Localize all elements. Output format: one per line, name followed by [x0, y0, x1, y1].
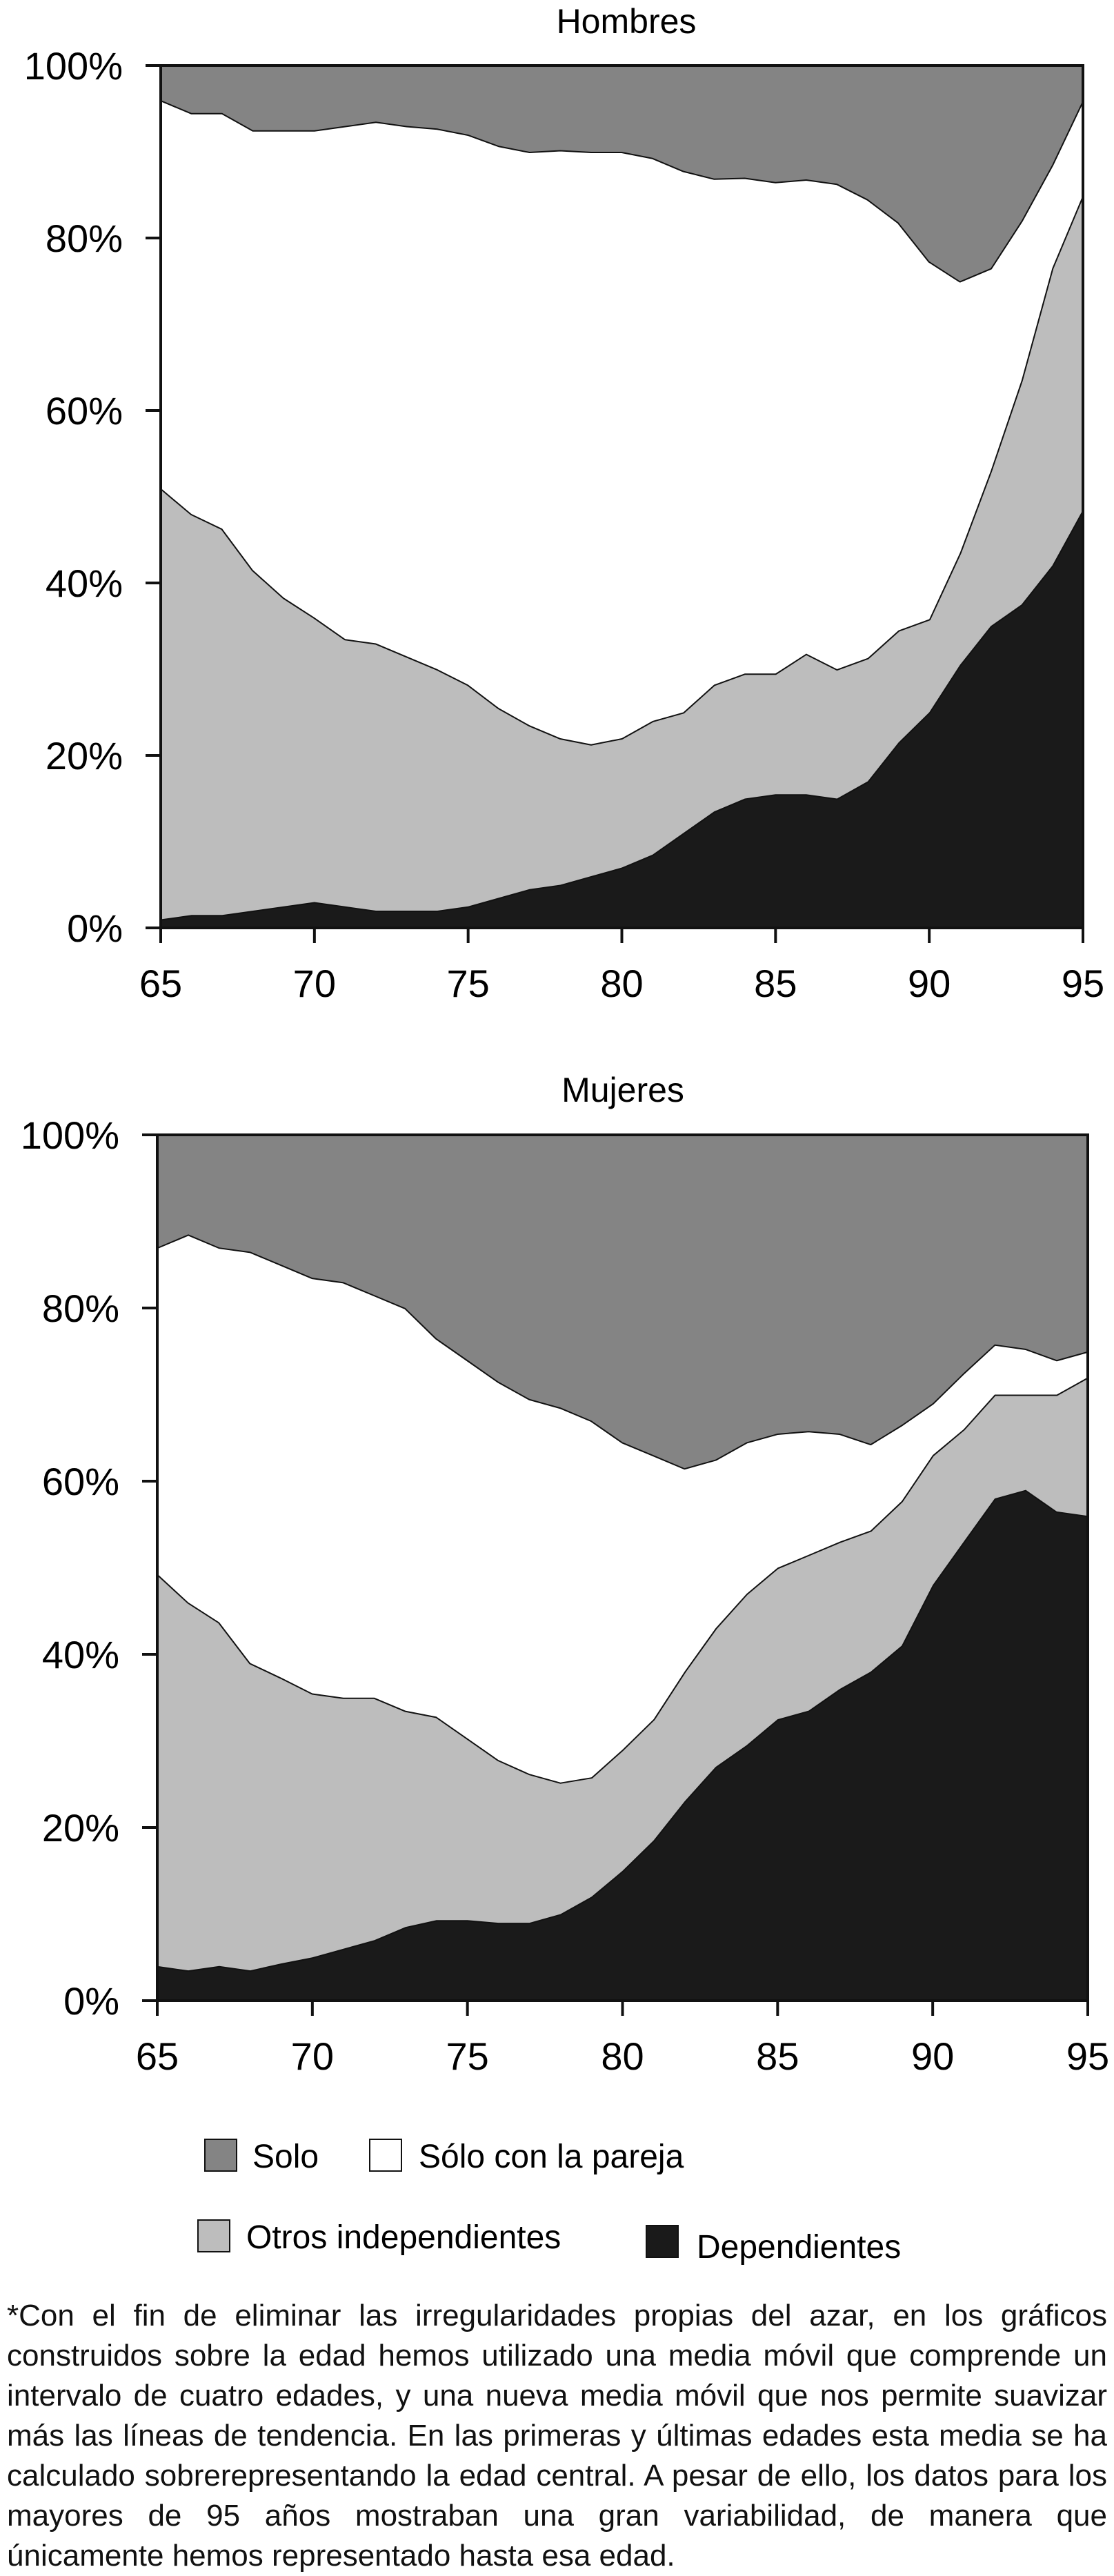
y-tick-label: 80% [42, 1287, 119, 1330]
area-solo [161, 66, 1083, 281]
legend-item-solo: Solo [204, 2139, 319, 2175]
y-tick-label: 100% [21, 1113, 119, 1157]
area-dependientes [157, 1489, 1088, 2001]
footnote: *Con el fin de eliminar las irregularida… [7, 2299, 1107, 2573]
y-tick-label: 60% [42, 1460, 119, 1503]
chart-title: Hombres [557, 2, 697, 41]
x-tick-label: 95 [1062, 962, 1104, 1005]
x-tick-label: 80 [601, 2034, 644, 2078]
x-tick-label: 90 [911, 2034, 954, 2078]
y-tick-label: 80% [46, 217, 123, 260]
area-solo [157, 1135, 1088, 1469]
y-tick-label: 20% [46, 734, 123, 777]
x-tick-label: 95 [1066, 2034, 1109, 2078]
area-pareja [157, 1234, 1088, 1783]
legend-item-dependientes: Dependientes [646, 2225, 901, 2266]
chart-hombres: Hombres 0% 20% 40% 60% 80% 100% 65 70 75 80 85 90 95 [24, 2, 1104, 1005]
legend-swatch-pareja [369, 2139, 402, 2172]
chart-mujeres: Mujeres 0% 20% 40% 60% 80% 100% 65 70 75 80 85 90 95 [21, 1071, 1109, 2078]
y-tick-label: 60% [46, 389, 123, 433]
x-tick-label: 80 [600, 962, 643, 1005]
x-tick-label: 75 [446, 2034, 489, 2078]
legend-label: Solo [252, 2139, 319, 2175]
y-tick-label: 100% [24, 44, 123, 88]
area-layer [159, 64, 1084, 929]
y-tick-label: 40% [42, 1633, 119, 1676]
x-tick-label: 75 [447, 962, 490, 1005]
x-tick-label: 85 [756, 2034, 799, 2078]
x-tick-label: 70 [293, 962, 336, 1005]
area-layer [156, 1133, 1089, 2002]
x-tick-label: 65 [136, 2034, 179, 2078]
area-dependientes [161, 509, 1083, 928]
legend-item-pareja: Sólo con la pareja [369, 2139, 684, 2175]
tick-layer: 0% 20% 40% 60% 80% 100% 65 70 75 80 85 90 95 [24, 44, 1104, 1005]
area-pareja [161, 100, 1083, 744]
legend-item-otros: Otros independientes [197, 2219, 561, 2256]
legend-label: Dependientes [697, 2229, 901, 2266]
legend-label: Sólo con la pareja [419, 2139, 684, 2175]
y-tick-label: 0% [63, 1979, 119, 2023]
area-otros [157, 1377, 1088, 1971]
x-tick-label: 85 [754, 962, 797, 1005]
x-tick-label: 90 [908, 962, 951, 1005]
y-tick-label: 40% [46, 562, 123, 605]
y-tick-label: 0% [67, 906, 123, 950]
figure-canvas: Hombres 0% 20% 40% 60% 80% 100% 65 70 75 80 85 90 95… [21, 2, 1109, 2266]
legend-swatch-dependientes [646, 2225, 679, 2258]
legend-label: Otros independientes [246, 2219, 561, 2256]
legend-swatch-solo [204, 2139, 237, 2172]
x-tick-label: 65 [139, 962, 182, 1005]
x-tick-label: 70 [291, 2034, 334, 2078]
tick-layer: 0% 20% 40% 60% 80% 100% 65 70 75 80 85 90 95 [21, 1113, 1109, 2078]
y-tick-label: 20% [42, 1806, 119, 1850]
chart-title: Mujeres [561, 1071, 684, 1109]
legend-swatch-otros [197, 2219, 230, 2252]
legend: Solo Sólo con la pareja Otros independie… [197, 2139, 901, 2266]
area-otros [161, 195, 1083, 920]
